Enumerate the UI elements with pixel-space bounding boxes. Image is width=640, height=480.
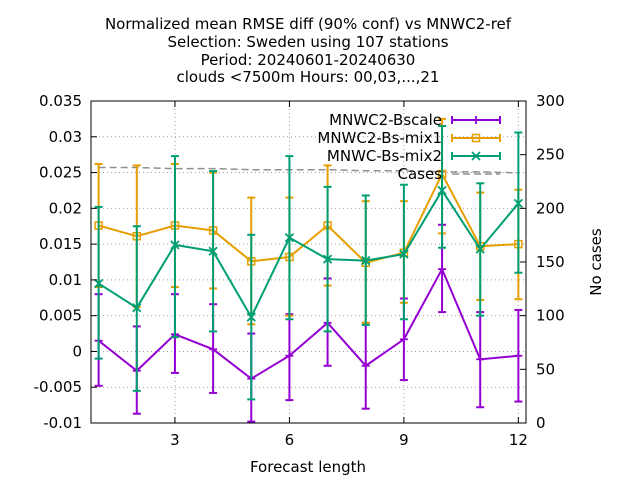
legend-item: Cases [397, 165, 500, 183]
series-0 [94, 223, 523, 423]
y-tick-label: 0.005 [39, 307, 82, 325]
data-point [361, 361, 370, 370]
y-tick-label: 0.015 [39, 235, 82, 253]
y2-tick-label: 250 [536, 146, 565, 164]
y-tick-label: 0.02 [49, 199, 82, 217]
y-tick-label: 0.03 [49, 128, 82, 146]
legend-marker [471, 151, 481, 161]
data-point [513, 198, 524, 208]
y2-axis-label: No cases [587, 228, 605, 296]
series-layer [93, 117, 524, 423]
series-2 [93, 125, 524, 401]
legend-label: MNWC2-Bs-mix1 [317, 129, 442, 147]
title-line-3: Period: 20240601-20240630 [201, 51, 416, 69]
y2-tick-label: 150 [536, 253, 565, 271]
y2-tick-label: 100 [536, 307, 565, 325]
y-tick-label: 0.01 [49, 271, 82, 289]
data-point [476, 355, 485, 364]
y-tick-label: 0 [72, 342, 82, 360]
y-tick-label: 0.035 [39, 92, 82, 110]
data-point [399, 335, 408, 344]
cases-series [98, 166, 519, 174]
data-point [361, 255, 371, 266]
marker-stroke [132, 303, 142, 313]
data-point [322, 254, 333, 264]
legend-label: MNWC-Bs-mix2 [327, 147, 442, 165]
x-tick-label: 12 [509, 431, 528, 449]
x-tick-label: 9 [399, 431, 409, 449]
series-1 [94, 117, 523, 326]
marker-stroke [513, 198, 524, 208]
marker-stroke [475, 244, 485, 254]
marker-stroke [322, 254, 333, 264]
y-tick-label: 0.025 [39, 164, 82, 182]
x-tick-label: 6 [285, 431, 295, 449]
series-line [98, 188, 520, 320]
data-point [209, 345, 218, 354]
error-bar [399, 183, 408, 321]
marker-stroke [361, 255, 371, 266]
y2-tick-label: 200 [536, 199, 565, 217]
legend-label: Cases [397, 165, 442, 183]
y2-tick-label: 0 [536, 414, 546, 432]
legend-label: MNWC2-Bscale [329, 111, 442, 129]
y-tick-label: -0.005 [34, 378, 82, 396]
legend-item: MNWC-Bs-mix2 [327, 147, 501, 165]
error-bar [170, 155, 179, 339]
data-point [437, 185, 447, 196]
title-line-2: Selection: Sweden using 107 stations [167, 33, 448, 51]
marker-stroke [471, 151, 481, 161]
y2-tick-label: 50 [536, 360, 555, 378]
legend-item: MNWC2-Bscale [329, 111, 501, 129]
marker-stroke [437, 185, 447, 196]
title-line-4: clouds <7500m Hours: 00,03,...,21 [177, 68, 440, 86]
legend-item: MNWC2-Bs-mix1 [317, 129, 501, 147]
data-point [285, 351, 294, 360]
data-point [284, 233, 295, 243]
marker-stroke [246, 312, 256, 322]
data-point [246, 312, 256, 322]
legend: MNWC2-BscaleMNWC2-Bs-mix1MNWC-Bs-mix2Cas… [317, 111, 501, 183]
data-point [93, 278, 104, 289]
x-tick-label: 3 [170, 431, 180, 449]
series-line [98, 171, 519, 264]
marker-stroke [93, 278, 104, 289]
data-point [514, 351, 523, 360]
axes: -0.01 -0.005 0 0.005 0.01 0.015 0.02 0.025 0.03 0… [34, 92, 565, 449]
data-point [399, 249, 409, 259]
cases-line [98, 166, 519, 174]
data-point [132, 303, 142, 313]
marker-stroke [399, 249, 409, 259]
marker-stroke [208, 246, 218, 256]
series-line [98, 266, 519, 380]
marker-stroke [284, 233, 295, 243]
data-point [208, 246, 218, 256]
data-point [438, 265, 447, 274]
data-point [475, 244, 485, 254]
grid [91, 101, 526, 423]
title-line-1: Normalized mean RMSE diff (90% conf) vs … [105, 15, 512, 33]
x-axis-label: Forecast length [250, 458, 366, 476]
plot-frame [90, 100, 527, 424]
legend-marker [472, 116, 480, 124]
y-tick-label: -0.01 [43, 414, 82, 432]
chart-title: Normalized mean RMSE diff (90% conf) vs … [105, 15, 512, 86]
y2-tick-label: 300 [536, 92, 565, 110]
marker-stroke [170, 240, 180, 250]
legend-marker [471, 133, 481, 143]
data-point [170, 240, 180, 250]
error-bar [438, 125, 447, 249]
